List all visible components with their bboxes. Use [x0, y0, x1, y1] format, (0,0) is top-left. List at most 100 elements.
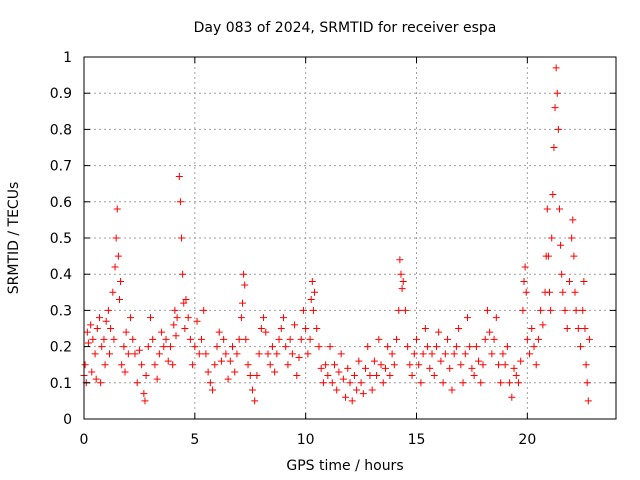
data-point: [83, 328, 91, 336]
data-point: [519, 306, 527, 314]
data-point: [432, 343, 440, 351]
data-point: [113, 205, 121, 213]
y-tick-label: 0.6: [50, 195, 72, 211]
data-point: [424, 343, 432, 351]
data-point: [206, 379, 214, 387]
data-point: [448, 386, 456, 394]
data-point: [100, 335, 108, 343]
data-point: [184, 314, 192, 322]
data-point: [579, 306, 587, 314]
data-point: [242, 335, 250, 343]
data-point: [580, 277, 588, 285]
data-point: [441, 350, 449, 358]
data-point: [105, 350, 113, 358]
data-point: [477, 379, 485, 387]
data-point: [344, 364, 352, 372]
data-point: [397, 270, 405, 278]
data-point: [479, 361, 487, 369]
data-point: [446, 364, 454, 372]
data-point: [88, 368, 96, 376]
data-point: [127, 314, 135, 322]
data-point: [346, 379, 354, 387]
data-point: [548, 234, 556, 242]
data-point: [109, 288, 117, 296]
data-point: [561, 306, 569, 314]
data-point: [257, 325, 265, 332]
data-point: [430, 372, 438, 380]
data-point: [193, 317, 201, 325]
data-point: [306, 335, 314, 343]
data-point: [284, 361, 292, 369]
data-point: [182, 296, 190, 304]
data-point: [490, 335, 498, 343]
data-point: [84, 339, 92, 347]
data-point: [395, 306, 403, 314]
data-point: [546, 288, 553, 296]
data-point: [172, 332, 180, 340]
data-point: [543, 205, 551, 213]
data-point: [253, 372, 261, 380]
data-point: [417, 379, 425, 387]
data-point: [231, 368, 239, 376]
data-point: [295, 353, 303, 361]
y-tick-label: 0.4: [50, 267, 72, 283]
data-point: [121, 368, 129, 376]
data-point: [410, 350, 418, 358]
data-point: [568, 234, 576, 242]
data-point: [302, 325, 310, 332]
data-point: [92, 375, 100, 383]
data-point: [362, 364, 370, 372]
data-point: [170, 321, 178, 329]
y-tick-label: 0.9: [50, 86, 72, 102]
data-point: [117, 277, 125, 285]
data-point: [514, 379, 522, 387]
data-point: [240, 270, 248, 278]
y-tick-label: 0.1: [50, 376, 72, 392]
axis-ticks: 0 5 10 15 20 0 0.1 0.2 0.3 0.4 0.5 0.6 0.7 0.8 0.9 1: [50, 50, 616, 448]
y-tick-label: 1: [63, 50, 72, 66]
data-point: [426, 364, 434, 372]
data-point: [204, 368, 212, 376]
data-point: [222, 350, 230, 358]
data-point: [251, 397, 259, 405]
data-point: [522, 288, 530, 296]
data-point: [499, 350, 507, 358]
y-tick-label: 0.2: [50, 340, 72, 356]
data-point: [197, 335, 205, 343]
data-point: [503, 343, 511, 351]
data-point: [147, 314, 154, 322]
data-point: [475, 357, 483, 365]
data-point: [226, 357, 234, 365]
plot-frame: [83, 56, 617, 420]
data-point: [268, 343, 276, 351]
data-point: [140, 390, 148, 398]
data-point: [506, 379, 514, 387]
data-point: [304, 350, 312, 358]
data-point: [238, 299, 246, 307]
data-point: [497, 379, 505, 387]
data-point: [178, 234, 186, 242]
data-point: [200, 306, 208, 314]
data-point: [124, 350, 132, 358]
data-point: [581, 325, 589, 332]
data-point: [179, 270, 187, 278]
data-point: [98, 343, 106, 351]
data-point: [142, 372, 150, 380]
data-point: [317, 364, 325, 372]
x-tick-label: 5: [190, 432, 199, 448]
data-point: [337, 350, 345, 358]
data-point: [452, 343, 460, 351]
data-point: [333, 386, 341, 394]
data-point: [324, 372, 332, 380]
data-point: [357, 379, 365, 387]
data-point: [565, 277, 573, 285]
data-point: [175, 172, 183, 180]
data-point: [377, 361, 385, 369]
data-point: [528, 325, 536, 332]
data-point: [315, 343, 323, 351]
data-point: [534, 335, 542, 343]
y-tick-label: 0.3: [50, 303, 72, 319]
data-point: [191, 343, 199, 351]
data-point: [135, 346, 143, 354]
